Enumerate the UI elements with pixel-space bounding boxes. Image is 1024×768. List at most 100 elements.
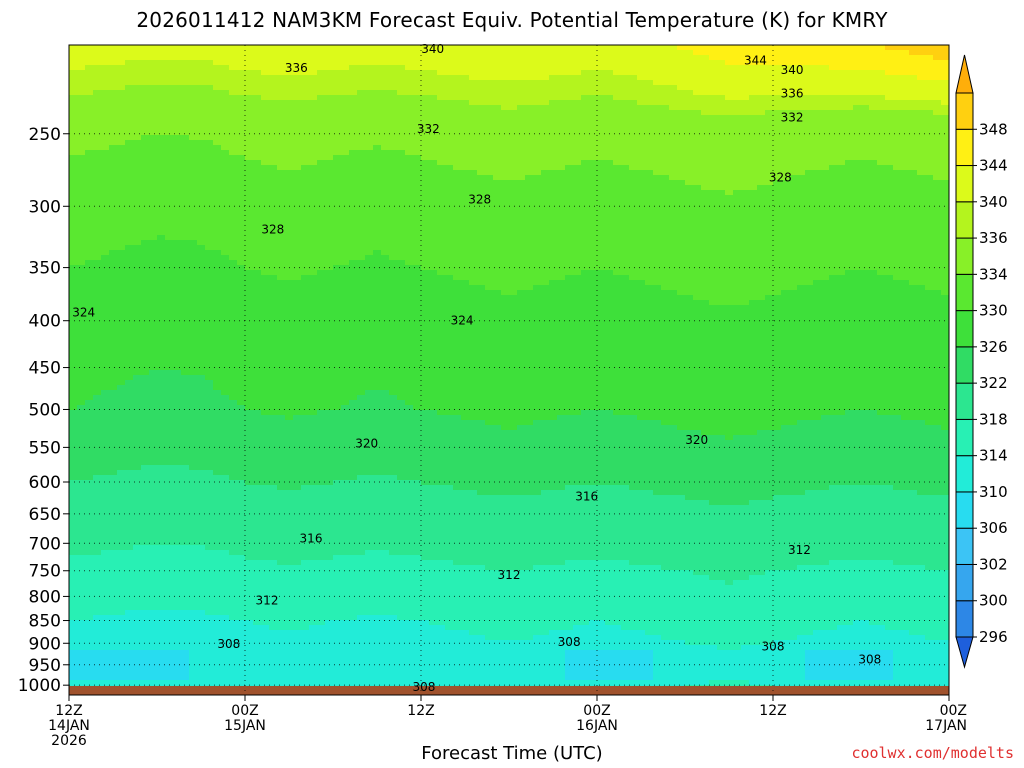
- field-cell: [653, 240, 662, 246]
- field-cell: [773, 120, 782, 126]
- field-cell: [389, 85, 398, 91]
- field-cell: [813, 165, 822, 171]
- field-cell: [77, 205, 86, 211]
- field-cell: [909, 245, 918, 251]
- field-cell: [557, 255, 566, 261]
- field-cell: [565, 155, 574, 161]
- field-cell: [789, 160, 798, 166]
- field-cell: [773, 220, 782, 226]
- field-cell: [757, 250, 766, 256]
- field-cell: [685, 145, 694, 151]
- field-cell: [669, 85, 678, 91]
- field-cell: [181, 170, 190, 176]
- field-cell: [445, 155, 454, 161]
- field-cell: [725, 140, 734, 146]
- field-cell: [253, 105, 262, 111]
- field-cell: [469, 55, 478, 61]
- field-cell: [845, 170, 854, 176]
- field-cell: [869, 145, 878, 151]
- field-cell: [885, 190, 894, 196]
- field-cell: [621, 135, 630, 141]
- field-cell: [205, 160, 214, 166]
- field-cell: [901, 255, 910, 261]
- field-cell: [733, 170, 742, 176]
- field-cell: [581, 45, 590, 51]
- field-cell: [141, 250, 150, 256]
- field-cell: [781, 145, 790, 151]
- field-cell: [789, 120, 798, 126]
- field-cell: [925, 90, 934, 96]
- field-cell: [581, 100, 590, 106]
- field-cell: [789, 205, 798, 211]
- field-cell: [837, 70, 846, 76]
- field-cell: [653, 130, 662, 136]
- field-cell: [549, 45, 558, 51]
- field-cell: [653, 215, 662, 221]
- field-cell: [149, 65, 158, 71]
- field-cell: [437, 215, 446, 221]
- field-cell: [901, 70, 910, 76]
- field-cell: [597, 245, 606, 251]
- field-cell: [317, 240, 326, 246]
- field-cell: [661, 95, 670, 101]
- field-cell: [813, 205, 822, 211]
- field-cell: [517, 85, 526, 91]
- field-cell: [621, 255, 630, 261]
- field-cell: [293, 95, 302, 101]
- field-cell: [77, 145, 86, 151]
- field-cell: [453, 215, 462, 221]
- field-cell: [317, 130, 326, 136]
- field-cell: [173, 250, 182, 256]
- field-cell: [381, 150, 390, 156]
- field-cell: [141, 125, 150, 131]
- field-cell: [405, 85, 414, 91]
- field-cell: [733, 190, 742, 196]
- field-cell: [117, 90, 126, 96]
- field-cell: [557, 165, 566, 171]
- field-cell: [461, 225, 470, 231]
- field-cell: [101, 175, 110, 181]
- field-cell: [349, 195, 358, 201]
- field-cell: [309, 105, 318, 111]
- field-cell: [333, 60, 342, 66]
- field-cell: [333, 115, 342, 121]
- field-cell: [917, 90, 926, 96]
- field-cell: [629, 55, 638, 61]
- field-cell: [709, 80, 718, 86]
- field-cell: [589, 140, 598, 146]
- field-cell: [165, 135, 174, 141]
- field-cell: [149, 240, 158, 246]
- field-cell: [741, 135, 750, 141]
- field-cell: [389, 90, 398, 96]
- field-cell: [381, 225, 390, 231]
- field-cell: [141, 205, 150, 211]
- field-cell: [861, 110, 870, 116]
- field-cell: [205, 85, 214, 91]
- field-cell: [429, 135, 438, 141]
- field-cell: [757, 170, 766, 176]
- field-cell: [477, 65, 486, 71]
- field-cell: [549, 125, 558, 131]
- field-cell: [405, 70, 414, 76]
- field-cell: [277, 115, 286, 121]
- field-cell: [837, 165, 846, 171]
- field-cell: [797, 250, 806, 256]
- field-cell: [237, 55, 246, 61]
- field-cell: [701, 175, 710, 181]
- field-cell: [213, 75, 222, 81]
- field-cell: [397, 165, 406, 171]
- field-cell: [613, 105, 622, 111]
- field-cell: [93, 195, 102, 201]
- field-cell: [773, 80, 782, 86]
- field-cell: [461, 195, 470, 201]
- field-cell: [901, 140, 910, 146]
- field-cell: [637, 190, 646, 196]
- field-cell: [917, 160, 926, 166]
- field-cell: [725, 90, 734, 96]
- field-cell: [677, 75, 686, 81]
- field-cell: [173, 190, 182, 196]
- field-cell: [365, 55, 374, 61]
- field-cell: [485, 55, 494, 61]
- field-cell: [925, 125, 934, 131]
- field-cell: [453, 255, 462, 261]
